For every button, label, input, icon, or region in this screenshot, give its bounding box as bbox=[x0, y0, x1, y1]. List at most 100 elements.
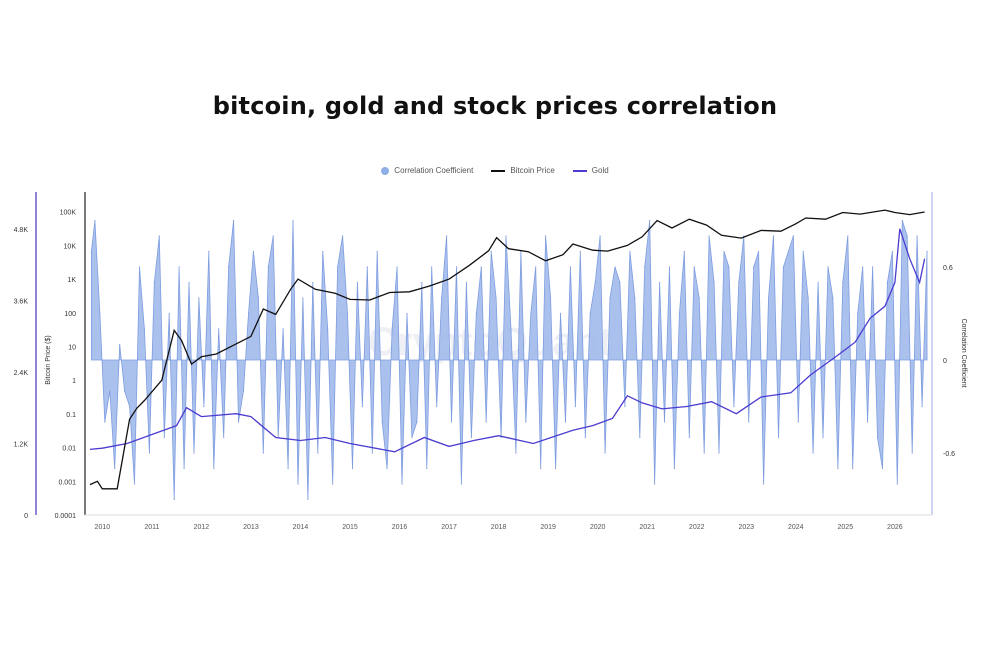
correlation-point bbox=[673, 467, 676, 470]
axes-group: 0 1.2K 2.4K 3.6K 4.8K 0.0001 0.001 0.01 0.1 1 10 10… bbox=[14, 192, 967, 531]
bitcoin-tick-label: 100 bbox=[64, 311, 76, 318]
legend-label-correlation: Correlation Coefficient bbox=[394, 166, 474, 175]
correlation-tick-label: 0 bbox=[943, 358, 947, 365]
correlation-point bbox=[356, 281, 358, 284]
correlation-point bbox=[198, 297, 200, 299]
correlation-point bbox=[450, 421, 453, 423]
correlation-point bbox=[832, 297, 834, 299]
x-tick-label: 2019 bbox=[540, 524, 556, 531]
legend-label-bitcoin: Bitcoin Price bbox=[510, 166, 555, 175]
x-tick-label: 2025 bbox=[838, 524, 854, 531]
correlation-point bbox=[738, 281, 740, 284]
x-tick-label: 2020 bbox=[590, 524, 606, 531]
correlation-point bbox=[906, 235, 908, 237]
correlation-point bbox=[782, 266, 785, 268]
correlation-point bbox=[262, 452, 264, 454]
correlation-point bbox=[767, 297, 770, 299]
correlation-point bbox=[119, 343, 121, 346]
correlation-point bbox=[817, 281, 819, 284]
correlation-point bbox=[90, 250, 92, 253]
correlation-point bbox=[242, 390, 245, 392]
correlation-point bbox=[237, 421, 240, 423]
x-tick-label: 2017 bbox=[441, 524, 457, 531]
correlation-point bbox=[916, 235, 918, 237]
bitcoin-tick-label: 0.0001 bbox=[55, 513, 77, 520]
correlation-point bbox=[158, 235, 160, 237]
correlation-point bbox=[886, 281, 889, 284]
correlation-point bbox=[901, 219, 903, 222]
correlation-point bbox=[723, 250, 725, 253]
legend-item-correlation[interactable]: Correlation Coefficient bbox=[381, 166, 473, 175]
correlation-point bbox=[619, 281, 621, 284]
correlation-point bbox=[807, 297, 809, 299]
correlation-point bbox=[609, 297, 611, 299]
gold-tick-label: 3.6K bbox=[14, 298, 29, 305]
correlation-point bbox=[708, 235, 710, 237]
correlation-point bbox=[441, 297, 443, 299]
correlation-point bbox=[644, 266, 646, 268]
correlation-point bbox=[624, 405, 626, 408]
correlation-point bbox=[688, 436, 690, 439]
correlation-point bbox=[247, 312, 250, 315]
correlation-point bbox=[411, 436, 413, 439]
x-tick-label: 2012 bbox=[194, 524, 210, 531]
correlation-point bbox=[109, 390, 111, 392]
correlation-point bbox=[500, 436, 502, 439]
correlation-point bbox=[559, 312, 562, 315]
correlation-point bbox=[436, 405, 438, 408]
bitcoin-tick-label: 1 bbox=[72, 378, 76, 385]
correlation-point bbox=[322, 250, 324, 253]
correlation-point bbox=[183, 467, 185, 470]
gold-tick-label: 4.8K bbox=[14, 227, 29, 234]
correlation-point bbox=[173, 498, 175, 501]
correlation-point bbox=[763, 483, 765, 485]
bitcoin-tick-label: 10 bbox=[68, 345, 76, 352]
correlation-point bbox=[599, 235, 601, 237]
legend-item-gold[interactable]: Gold bbox=[572, 166, 609, 175]
correlation-point bbox=[267, 266, 269, 268]
correlation-point bbox=[827, 266, 829, 268]
legend-item-bitcoin[interactable]: Bitcoin Price bbox=[491, 166, 555, 175]
correlation-point bbox=[629, 250, 631, 253]
correlation-point bbox=[366, 266, 368, 268]
correlation-point bbox=[302, 297, 304, 299]
correlation-point bbox=[862, 266, 864, 268]
correlation-point bbox=[540, 467, 542, 470]
bitcoin-tick-label: 0.01 bbox=[62, 446, 76, 453]
correlation-point bbox=[852, 467, 854, 470]
correlation-point bbox=[857, 312, 859, 315]
correlation-point bbox=[233, 219, 235, 222]
x-tick-label: 2013 bbox=[243, 524, 259, 531]
correlation-point bbox=[99, 312, 101, 315]
x-tick-label: 2016 bbox=[392, 524, 408, 531]
correlation-point bbox=[337, 266, 339, 268]
correlation-point bbox=[148, 452, 150, 454]
bitcoin-tick-label: 10K bbox=[64, 243, 77, 250]
correlation-point bbox=[564, 421, 567, 423]
correlation-point bbox=[743, 235, 745, 237]
correlation-point bbox=[346, 312, 349, 315]
correlation-point bbox=[515, 452, 517, 454]
correlation-point bbox=[351, 467, 354, 470]
correlation-point bbox=[317, 452, 319, 454]
x-tick-label: 2018 bbox=[491, 524, 507, 531]
correlation-point bbox=[153, 281, 155, 284]
correlation-point bbox=[475, 312, 477, 315]
bitcoin-tick-label: 0.001 bbox=[58, 479, 76, 486]
correlation-point bbox=[470, 436, 472, 439]
correlation-tick-label: -0.6 bbox=[943, 451, 955, 458]
correlation-point bbox=[718, 452, 720, 454]
correlation-point bbox=[124, 390, 126, 392]
correlation-point bbox=[926, 250, 928, 253]
correlation-point bbox=[396, 266, 398, 268]
correlation-point bbox=[604, 452, 606, 454]
correlation-point bbox=[218, 328, 220, 330]
legend-swatch-bitcoin bbox=[491, 169, 506, 172]
correlation-point bbox=[758, 250, 760, 253]
correlation-point bbox=[371, 452, 373, 454]
correlation-point bbox=[896, 483, 898, 485]
bitcoin-tick-label: 1K bbox=[67, 277, 76, 284]
correlation-point bbox=[792, 235, 794, 237]
correlation-point bbox=[257, 297, 259, 299]
